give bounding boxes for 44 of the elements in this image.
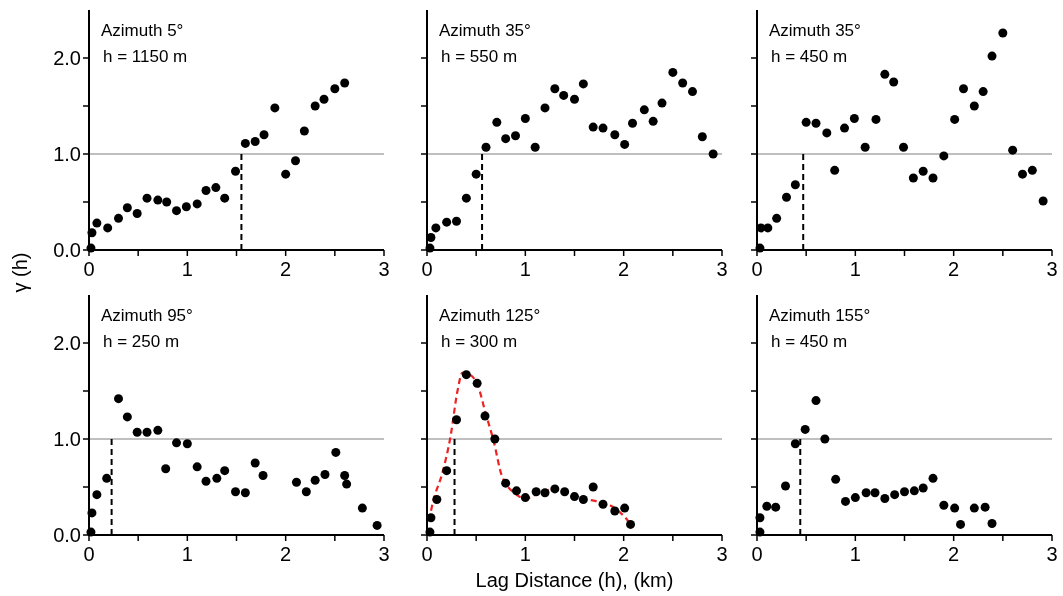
- x-tick-label: 2: [280, 543, 292, 565]
- x-tick-label: 3: [378, 258, 390, 280]
- text: Azimuth 35°: [439, 21, 531, 40]
- x-tick-label: 0: [421, 543, 433, 565]
- x-tick-label: 0: [751, 543, 763, 565]
- x-tick-label: 1: [519, 258, 531, 280]
- x-tick-label: 2: [618, 258, 630, 280]
- text: h = 450 m: [771, 47, 848, 66]
- y-tick-label: 0.0: [53, 524, 81, 546]
- x-tick-label: 3: [716, 543, 728, 565]
- text: Azimuth 125°: [439, 306, 541, 325]
- x-tick-label: 2: [948, 543, 960, 565]
- x-tick-label: 1: [519, 543, 531, 565]
- text: Azimuth 35°: [769, 21, 861, 40]
- x-tick-label: 2: [618, 543, 630, 565]
- x-tick-label: 0: [421, 258, 433, 280]
- text: Azimuth 5°: [101, 21, 184, 40]
- x-tick-label: 1: [181, 258, 193, 280]
- text: h = 300 m: [441, 332, 518, 351]
- text: h = 450 m: [771, 332, 848, 351]
- text: h = 1150 m: [103, 47, 188, 66]
- y-tick-label: 2.0: [53, 332, 81, 354]
- y-tick-label: 0.0: [53, 239, 81, 261]
- x-tick-label: 0: [83, 258, 95, 280]
- text: Azimuth 155°: [769, 306, 871, 325]
- x-tick-label: 3: [716, 258, 728, 280]
- x-tick-label: 3: [378, 543, 390, 565]
- text: h = 550 m: [441, 47, 518, 66]
- y-tick-label: 1.0: [53, 428, 81, 450]
- x-axis-title: Lag Distance (h), (km): [475, 569, 674, 591]
- x-tick-label: 3: [1046, 543, 1058, 565]
- x-tick-label: 3: [1046, 258, 1058, 280]
- y-axis-title: γ (h): [9, 252, 31, 293]
- x-tick-label: 1: [849, 543, 861, 565]
- text: Azimuth 95°: [101, 306, 193, 325]
- y-tick-label: 1.0: [53, 143, 81, 165]
- text: h = 250 m: [103, 332, 180, 351]
- x-tick-label: 2: [948, 258, 960, 280]
- y-tick-label: 2.0: [53, 47, 81, 69]
- x-tick-label: 2: [280, 258, 292, 280]
- x-tick-label: 1: [181, 543, 193, 565]
- x-tick-label: 1: [849, 258, 861, 280]
- x-tick-label: 0: [83, 543, 95, 565]
- x-tick-label: 0: [751, 258, 763, 280]
